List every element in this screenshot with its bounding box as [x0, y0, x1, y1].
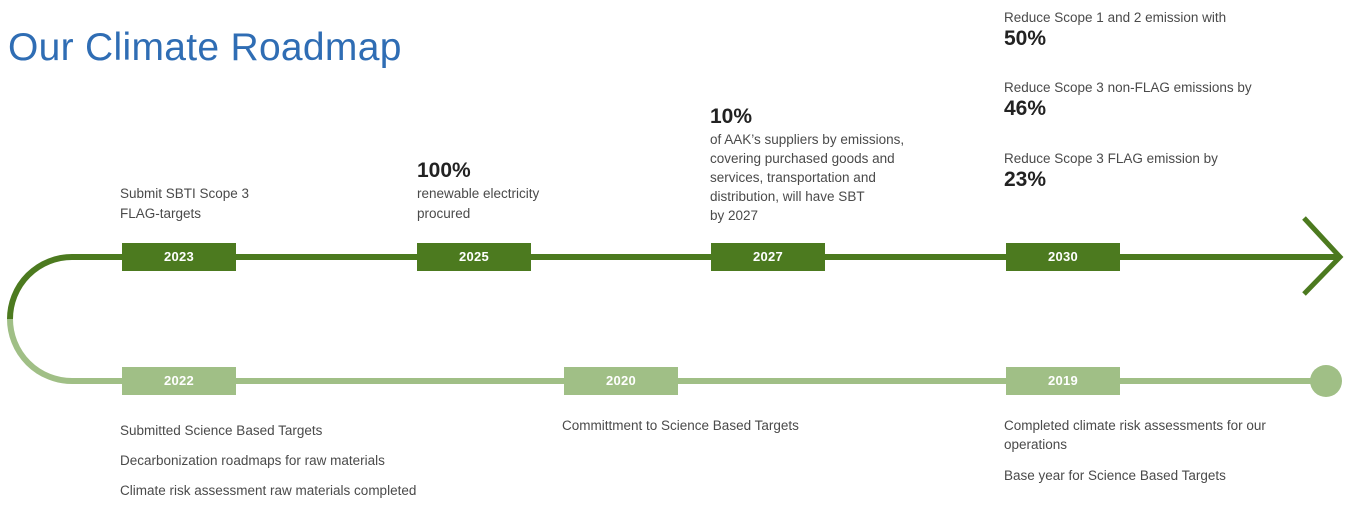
year-badge-2023: 2023: [122, 243, 236, 271]
milestone-2019-list: Completed climate risk assessments for o…: [1004, 416, 1304, 486]
list-item: Submitted Science Based Targets: [120, 423, 323, 438]
milestone-2027-text: of AAK’s suppliers by emissions, coverin…: [710, 132, 905, 223]
bottom-timeline-line: [7, 318, 1328, 384]
milestone-2025-highlight: 100%: [417, 159, 471, 182]
list-item: Completed climate risk assessments for o…: [1004, 418, 1266, 452]
list-item: Committment to Science Based Targets: [562, 418, 799, 433]
year-badge-2030: 2030: [1006, 243, 1120, 271]
milestone-2025-text: renewable electricity procured: [417, 186, 540, 221]
milestone-2020-list: Committment to Science Based Targets: [562, 416, 799, 436]
milestone-2022-list: Submitted Science Based Targets Decarbon…: [120, 416, 416, 506]
start-dot-icon: [1310, 365, 1342, 397]
target-scope-3-non-flag: Reduce Scope 3 non-FLAG emissions by 46%: [1004, 80, 1252, 120]
arrow-head-icon: [1302, 216, 1344, 296]
year-badge-2019: 2019: [1006, 367, 1120, 395]
milestone-2027-highlight: 10%: [710, 105, 753, 128]
year-badge-2022: 2022: [122, 367, 236, 395]
list-item: Base year for Science Based Targets: [1004, 468, 1226, 483]
page-title: Our Climate Roadmap: [8, 26, 402, 69]
roadmap-path: [7, 216, 1344, 397]
target-scope-1-2: Reduce Scope 1 and 2 emission with 50%: [1004, 10, 1227, 50]
year-badge-2027: 2027: [711, 243, 825, 271]
list-item: Decarbonization roadmaps for raw materia…: [120, 453, 385, 468]
target-scope-3-flag: Reduce Scope 3 FLAG emission by 23%: [1004, 151, 1218, 191]
year-badge-2020: 2020: [564, 367, 678, 395]
top-timeline-line: [7, 254, 1338, 320]
milestone-2023-text: Submit SBTI Scope 3 FLAG-targets: [120, 186, 250, 221]
list-item: Climate risk assessment raw materials co…: [120, 483, 417, 498]
year-badge-2025: 2025: [417, 243, 531, 271]
